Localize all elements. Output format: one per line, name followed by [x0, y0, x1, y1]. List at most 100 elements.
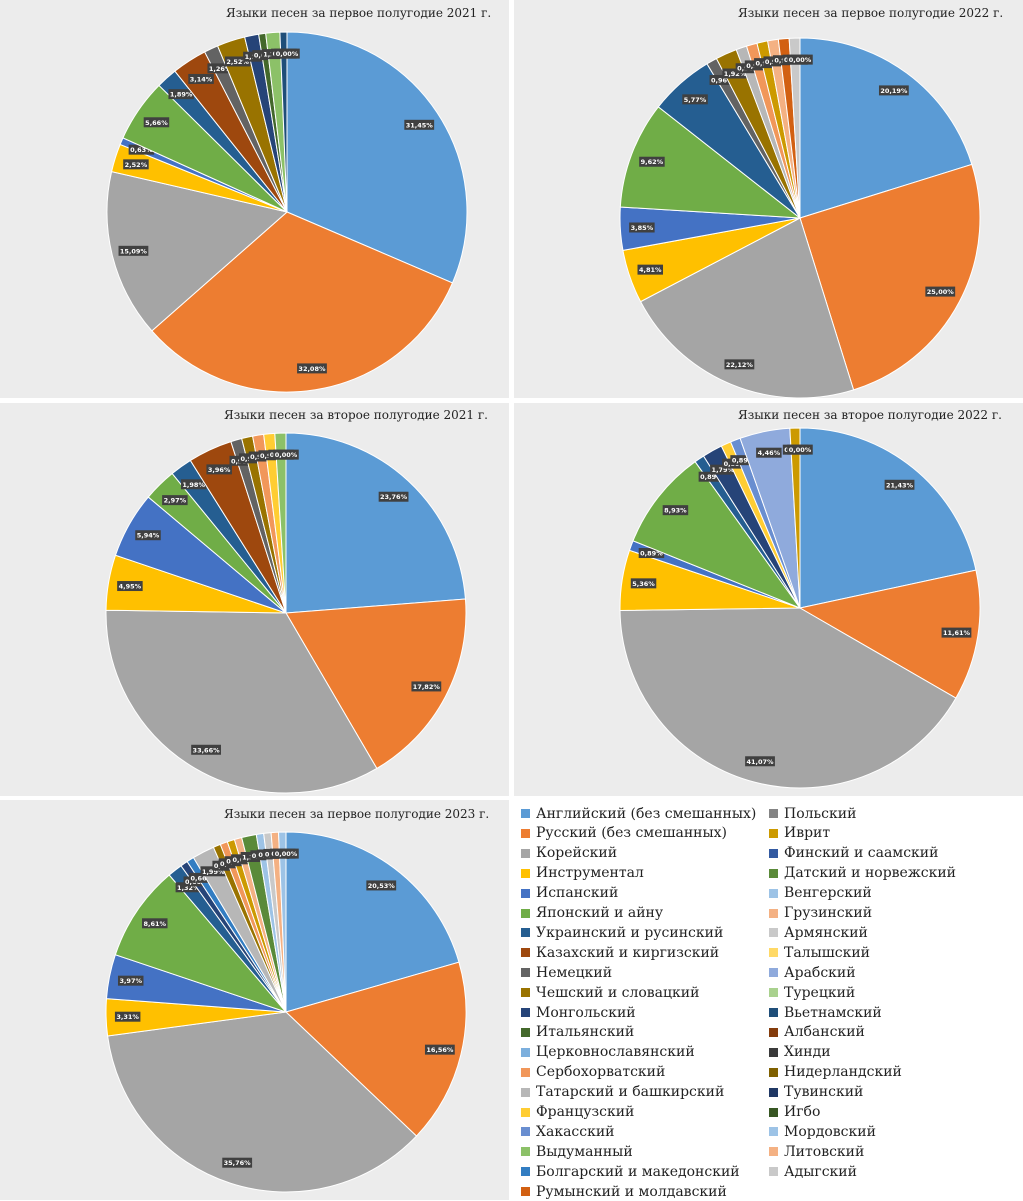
legend-swatch — [521, 908, 530, 918]
pie-slice — [788, 37, 801, 219]
pie-slice — [106, 170, 289, 332]
data-label: 41,07% — [745, 756, 775, 767]
pie-chart: 20,19% 25,00% 22,12% 4,81% 3,85% 9,62% 5,77% 0,… — [619, 37, 981, 398]
legend-label: Иврит — [784, 825, 831, 842]
data-label-text: 3,96% — [208, 466, 231, 474]
data-label: 15,09% — [118, 245, 149, 256]
data-label-text: 4,81% — [639, 266, 662, 274]
legend-label: Грузинский — [784, 905, 873, 921]
legend-swatch — [521, 1107, 530, 1117]
legend-label: Игбо — [784, 1104, 821, 1120]
legend-item: Литовский — [769, 1142, 864, 1161]
data-label-text: 1,89% — [170, 91, 193, 99]
legend-swatch — [769, 809, 778, 818]
legend-item: Албанский — [769, 1023, 865, 1042]
data-label-text: 33,66% — [193, 746, 221, 754]
data-label-text: 3,14% — [190, 75, 213, 83]
legend-item: Мордовский — [769, 1122, 876, 1141]
legend-label: Польский — [784, 805, 857, 822]
legend-item: Румынский и молдавский — [521, 1182, 727, 1201]
legend-swatch — [769, 1127, 778, 1137]
legend-label: Чешский и словацкий — [536, 984, 700, 1001]
data-label-text: 2,52% — [226, 58, 249, 66]
legend-item: Нидерландский — [769, 1063, 902, 1082]
data-label: 0,00% — [787, 54, 813, 65]
data-label-text: 4,95% — [119, 583, 142, 591]
data-label: 0,96% — [709, 74, 736, 85]
data-label: 35,76% — [222, 1157, 253, 1168]
legend-label: Финский и саамский — [784, 845, 939, 862]
data-label: 20,19% — [878, 85, 909, 96]
data-label-text: 0,89% — [732, 457, 755, 465]
legend-item: Хинди — [769, 1043, 831, 1062]
legend-swatch — [521, 888, 530, 898]
data-label: 5,66% — [143, 117, 170, 128]
data-label-text: 0,96% — [711, 76, 734, 84]
data-label-text: 16,56% — [426, 1046, 454, 1054]
data-label-text: 17,82% — [413, 683, 441, 691]
data-label-text: 32,08% — [298, 365, 326, 373]
data-label: 0,89% — [730, 455, 756, 466]
chart-panel-h1-2021: Языки песен за первое полугодие 2021 г. … — [0, 0, 509, 398]
data-label: 11,61% — [941, 627, 972, 638]
legend-item: Выдуманный — [521, 1142, 633, 1161]
data-label-text: 4,46% — [758, 449, 781, 457]
data-label: 8,93% — [662, 505, 689, 516]
legend-label: Албанский — [784, 1024, 865, 1041]
legend-label: Нидерландский — [784, 1064, 902, 1081]
legend-item: Украинский и русинский — [521, 923, 723, 942]
data-label: 33,66% — [191, 744, 221, 755]
legend-label: Болгарский и македонский — [536, 1163, 740, 1180]
data-label-text: 0,00% — [276, 50, 299, 58]
legend-swatch — [769, 1027, 778, 1037]
data-label-text: 5,77% — [684, 96, 707, 104]
legend-item: Вьетнамский — [769, 1003, 882, 1022]
legend-swatch — [769, 848, 778, 858]
chart-title: Языки песен за второе полугодие 2022 г. — [738, 408, 1002, 422]
data-label-text: 8,93% — [664, 507, 687, 515]
data-label-text: 9,62% — [641, 158, 664, 166]
legend-item: Сербохорватский — [521, 1063, 665, 1082]
data-label: 16,56% — [424, 1044, 455, 1055]
pie-chart: 21,43%11,61%41,07%5,36%0,89%8,93%0,89%1,… — [619, 427, 981, 789]
pie-slice — [619, 607, 957, 789]
data-label: 1,98% — [180, 479, 207, 490]
data-label-text: 0,00% — [789, 56, 812, 64]
legend-swatch — [521, 1067, 530, 1077]
legend-label: Армянский — [784, 924, 868, 941]
legend-label: Казахский и киргизский — [536, 944, 720, 961]
legend-item: Финский и саамский — [769, 844, 938, 863]
legend-item: Тувинский — [769, 1083, 863, 1102]
pie-chart: 20,53% 16,56% 35,76% 3,31% 3,97% 8,61% 1,32% 0,… — [105, 831, 467, 1193]
legend-item: Чешский и словацкий — [521, 983, 699, 1002]
data-label-text: 5,66% — [145, 119, 168, 127]
legend-item: Итальянский — [521, 1023, 634, 1042]
pie-slice — [274, 432, 287, 614]
data-label-text: 8,61% — [143, 920, 166, 928]
legend-item: Хакасский — [521, 1122, 615, 1141]
data-label-text: 1,99% — [202, 868, 225, 876]
legend-swatch — [769, 1107, 778, 1117]
legend-label: Талышский — [784, 944, 870, 961]
pie-slice — [285, 432, 466, 614]
legend-swatch — [521, 1047, 530, 1057]
legend-label: Мордовский — [784, 1123, 876, 1140]
legend-label: Литовский — [784, 1143, 865, 1160]
legend-label: Немецкий — [536, 964, 613, 981]
legend-swatch — [521, 809, 530, 818]
legend-item: Армянский — [769, 923, 868, 942]
legend-label: Тувинский — [784, 1084, 864, 1101]
legend-label: Румынский и молдавский — [536, 1183, 727, 1200]
data-label: 17,82% — [411, 681, 442, 692]
data-label-text: 0,89% — [700, 473, 723, 481]
legend-item: Корейский — [521, 844, 617, 863]
legend-item: Турецкий — [769, 983, 855, 1002]
pie-slice — [279, 31, 288, 213]
data-label-text: 23,76% — [380, 493, 408, 501]
data-label-text: 5,36% — [632, 580, 655, 588]
pie-slice — [286, 31, 468, 284]
legend-swatch — [521, 988, 530, 998]
legend-item: Инструментал — [521, 864, 644, 883]
pie-slice — [285, 598, 467, 770]
chart-title: Языки песен за первое полугодие 2021 г. — [226, 6, 492, 20]
